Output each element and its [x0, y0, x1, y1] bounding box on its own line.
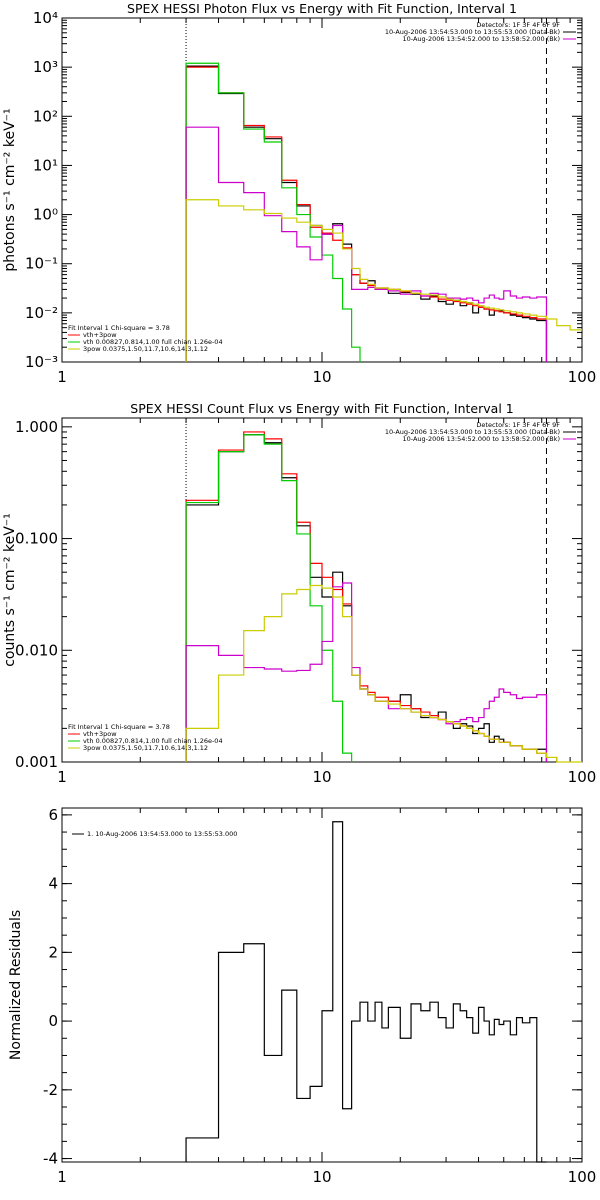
legend-text: vth 0.00827,0.814,1.00 full chian 1.26e-… — [83, 737, 223, 745]
legend-text: Fit Interval 1 Chi-square = 3.78 — [68, 723, 170, 731]
series-line-0 — [185, 434, 548, 762]
y-tick-label: 10² — [33, 107, 58, 125]
x-tick-label: 1 — [57, 368, 67, 386]
legend-text: vth+3pow — [83, 730, 117, 738]
legend-text: Fit Interval 1 Chi-square = 3.78 — [68, 324, 170, 332]
y-tick-label: 10⁻¹ — [25, 255, 58, 273]
x-tick-label: 10 — [312, 768, 331, 786]
series-line-3 — [185, 126, 548, 362]
y-tick-label: 0.001 — [15, 753, 58, 771]
y-tick-label: 10⁻³ — [25, 353, 58, 371]
x-tick-label: 1 — [57, 768, 67, 786]
y-axis-label: Normalized Residuals — [8, 910, 24, 1060]
x-tick-label: 10 — [312, 1168, 331, 1186]
legend-text: 3pow 0.0375,1.50,11.7,10.6,14.3,1.12 — [83, 345, 208, 353]
series-line-4 — [185, 199, 582, 362]
plot-frame — [61, 807, 583, 1163]
y-tick-label: 2 — [48, 943, 58, 961]
y-tick-label: 0.010 — [15, 641, 58, 659]
legend-text: vth+3pow — [83, 331, 117, 339]
y-tick-label: 10¹ — [33, 156, 58, 174]
series-line-3 — [185, 582, 548, 762]
legend-text: Detectors: 1F 3F 4F 6F 9F — [476, 421, 560, 429]
chart-title: SPEX HESSI Count Flux vs Energy with Fit… — [130, 401, 513, 416]
x-tick-label: 1 — [57, 1168, 67, 1186]
series-line-1 — [185, 431, 548, 762]
y-axis-label: photons s⁻¹ cm⁻² keV⁻¹ — [2, 108, 18, 271]
y-tick-label: 10³ — [33, 58, 58, 76]
legend-text: 10-Aug-2006 13:54:53.000 to 13:55:53.000… — [385, 428, 560, 436]
y-tick-label: 10⁴ — [33, 9, 58, 27]
y-tick-label: 0.100 — [15, 530, 58, 548]
legend-text: 10-Aug-2006 13:54:53.000 to 13:55:53.000… — [385, 28, 560, 36]
chart-title: SPEX HESSI Photon Flux vs Energy with Fi… — [127, 1, 517, 16]
x-tick-label: 100 — [568, 1168, 597, 1186]
y-tick-label: 6 — [48, 806, 58, 824]
legend-text: 10-Aug-2006 13:54:52.000 to 13:58:52.000… — [403, 435, 560, 443]
legend-text: 3pow 0.0375,1.50,11.7,10.6,14.3,1.12 — [83, 744, 208, 752]
legend-text: 10-Aug-2006 13:54:52.000 to 13:58:52.000… — [403, 35, 560, 43]
x-tick-label: 10 — [312, 368, 331, 386]
series-line-2 — [185, 62, 361, 362]
y-tick-label: 1.000 — [15, 418, 58, 436]
x-tick-label: 100 — [568, 368, 597, 386]
y-tick-label: 4 — [48, 875, 58, 893]
y-tick-label: -2 — [43, 1081, 58, 1099]
legend-text: 1. 10-Aug-2006 13:54:53.000 to 13:55:53.… — [87, 830, 237, 838]
photon-flux-panel: SPEX HESSI Photon Flux vs Energy with Fi… — [2, 1, 596, 386]
series-line-1 — [185, 66, 548, 362]
residuals-panel: Normalized Residuals 1 10 100 -4 -2 0 2 4 6 1. 10-… — [8, 806, 596, 1186]
legend-text: vth 0.00827,0.814,1.00 full chian 1.26e-… — [83, 338, 223, 346]
y-tick-label: 0 — [48, 1012, 58, 1030]
series-line-4 — [185, 584, 582, 763]
y-axis-label: counts s⁻¹ cm⁻² keV⁻¹ — [2, 513, 18, 667]
y-tick-label: 10⁻² — [25, 304, 58, 322]
legend-text: Detectors: 1F 3F 4F 6F 9F — [476, 21, 560, 29]
x-tick-label: 100 — [568, 768, 597, 786]
y-tick-label: -4 — [43, 1150, 58, 1168]
y-tick-label: 10⁰ — [33, 206, 58, 224]
series-line-0 — [185, 65, 548, 362]
series-line-0 — [185, 821, 547, 1163]
count-flux-panel: SPEX HESSI Count Flux vs Energy with Fit… — [2, 401, 596, 786]
series-line-2 — [185, 434, 353, 762]
